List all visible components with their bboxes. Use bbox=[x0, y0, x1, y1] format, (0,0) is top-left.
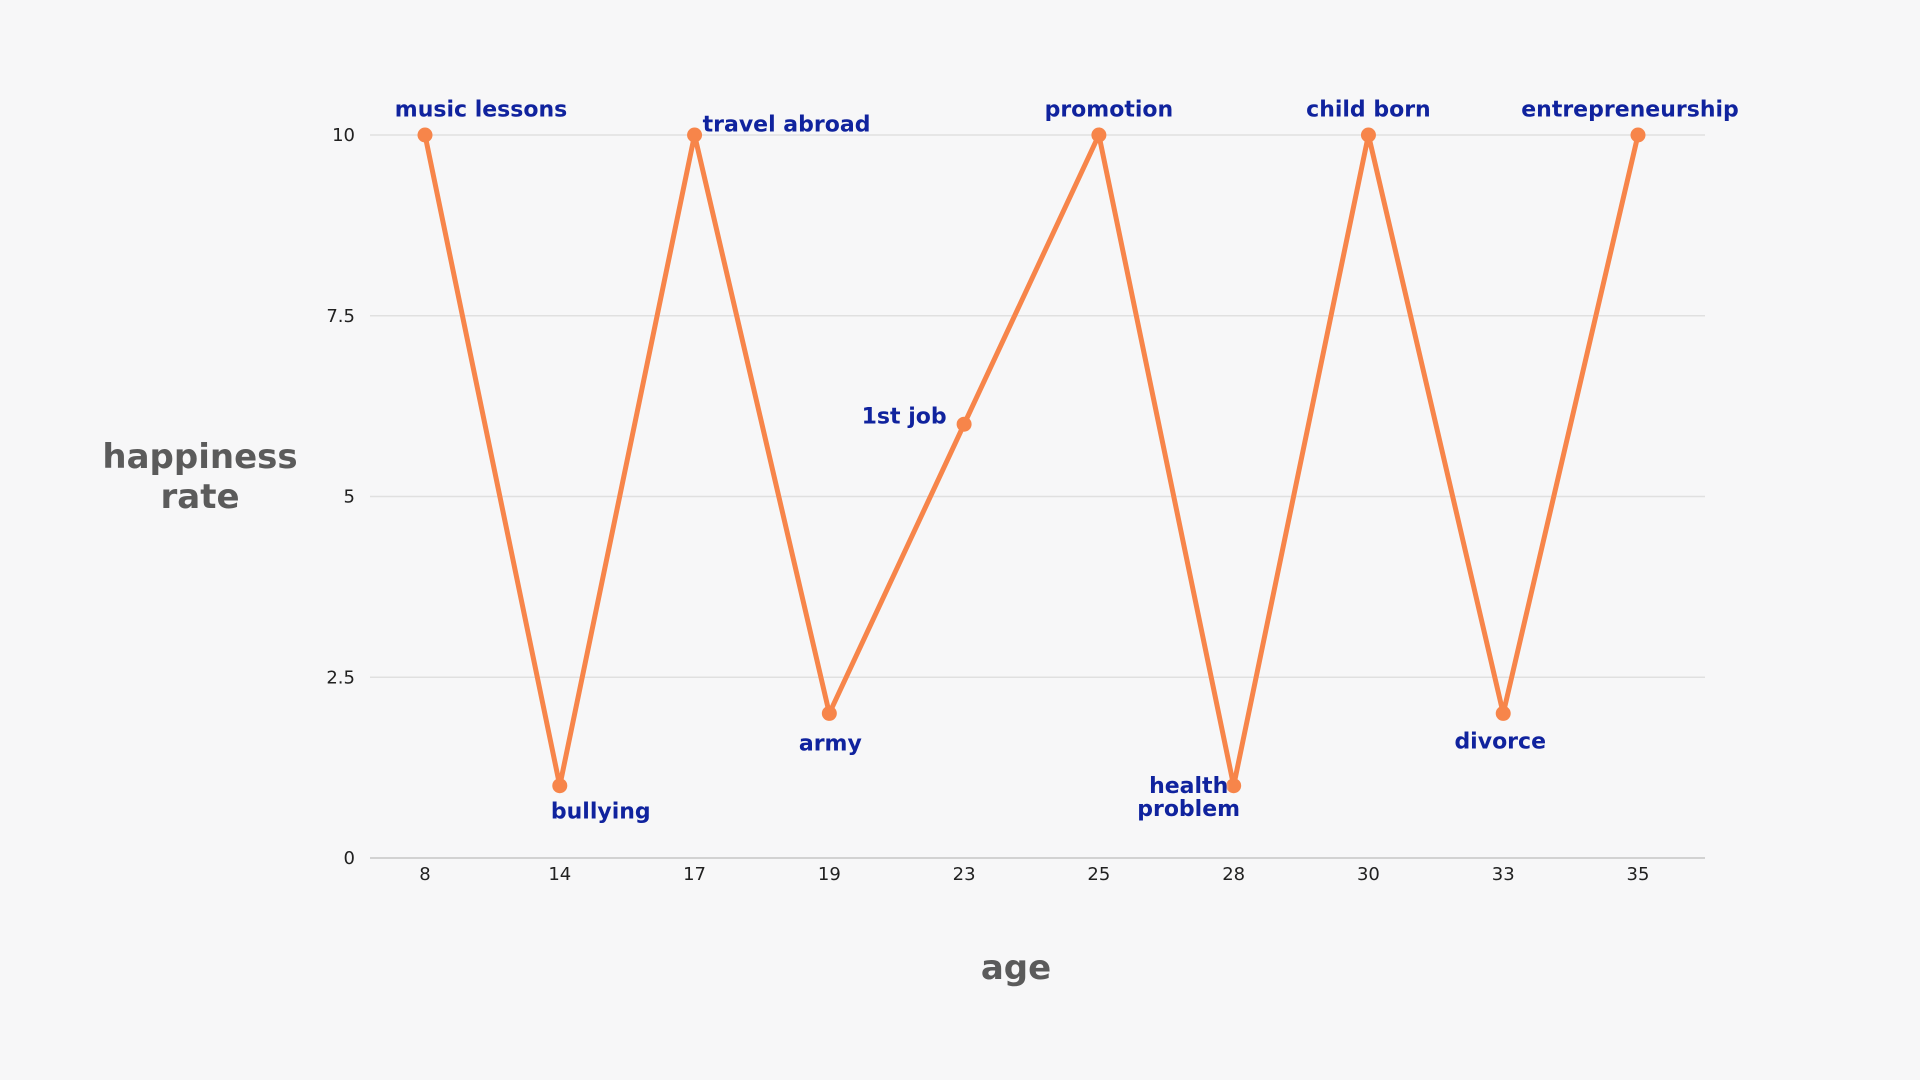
point-label: music lessons bbox=[394, 97, 568, 123]
point-label: 1st job bbox=[861, 404, 947, 430]
data-point-marker[interactable] bbox=[956, 416, 972, 432]
y-tick-label: 5 bbox=[344, 487, 355, 508]
data-point-marker[interactable] bbox=[821, 705, 837, 721]
point-label: health problem bbox=[1137, 773, 1241, 822]
data-point-marker[interactable] bbox=[1360, 127, 1376, 143]
y-tick-label: 7.5 bbox=[326, 306, 355, 327]
x-tick-label: 17 bbox=[683, 864, 706, 885]
data-point-marker[interactable] bbox=[687, 127, 703, 143]
point-label: divorce bbox=[1454, 729, 1546, 755]
data-point-marker[interactable] bbox=[1091, 127, 1107, 143]
point-label: army bbox=[798, 731, 862, 757]
point-label: travel abroad bbox=[702, 112, 871, 138]
x-tick-label: 8 bbox=[419, 864, 430, 885]
y-tick-label: 10 bbox=[332, 125, 355, 146]
y-tick-label: 2.5 bbox=[326, 667, 355, 688]
data-point-marker[interactable] bbox=[1630, 127, 1646, 143]
x-tick-label: 33 bbox=[1492, 864, 1515, 885]
x-tick-label: 23 bbox=[953, 864, 976, 885]
series-line bbox=[422, 127, 1641, 787]
y-tick-label: 0 bbox=[344, 848, 355, 869]
data-point-marker[interactable] bbox=[417, 127, 433, 143]
point-label: child born bbox=[1306, 97, 1431, 123]
x-tick-label: 35 bbox=[1627, 864, 1650, 885]
x-tick-label: 14 bbox=[548, 864, 571, 885]
x-tick-label: 19 bbox=[818, 864, 841, 885]
x-tick-label: 28 bbox=[1222, 864, 1245, 885]
data-point-marker[interactable] bbox=[552, 778, 568, 794]
y-axis-title: happiness rate bbox=[102, 436, 298, 517]
x-tick-label: 30 bbox=[1357, 864, 1380, 885]
x-axis-title: age bbox=[980, 947, 1052, 988]
point-label: entrepreneurship bbox=[1521, 97, 1739, 123]
point-label: bullying bbox=[550, 799, 651, 825]
data-point-marker[interactable] bbox=[1226, 778, 1242, 794]
x-tick-label: 25 bbox=[1087, 864, 1110, 885]
data-point-marker[interactable] bbox=[1495, 705, 1511, 721]
point-label: promotion bbox=[1044, 97, 1174, 123]
